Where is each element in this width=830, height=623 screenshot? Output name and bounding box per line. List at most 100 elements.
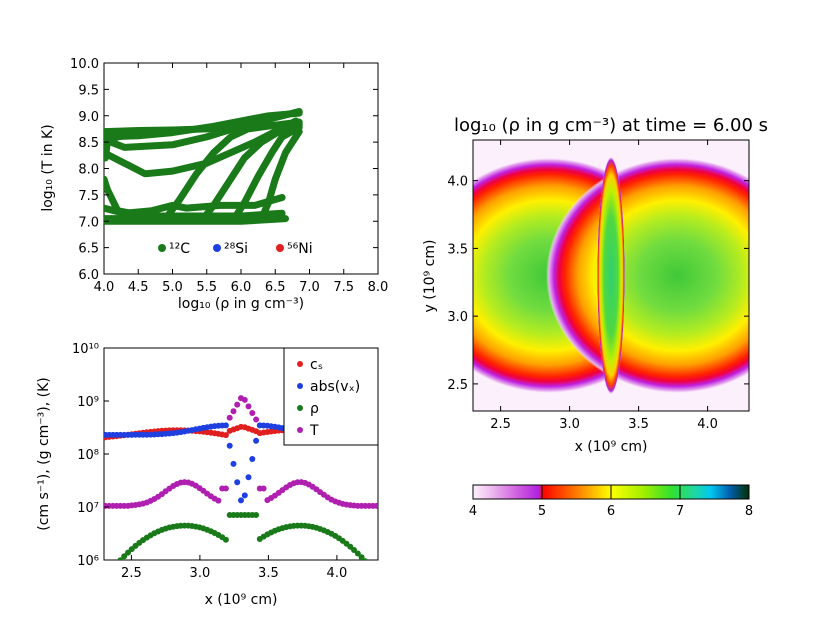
map-axes-frame (472, 139, 750, 412)
profile-ytick-label: 10⁶ (77, 554, 99, 569)
profile-point (362, 558, 369, 560)
profile-point (260, 485, 267, 492)
tr-ytick-label: 6.0 (78, 268, 99, 283)
map-xlabel: x (10⁹ cm) (575, 439, 648, 455)
colorbar-tick-label: 5 (538, 504, 546, 519)
legend-t-marker (297, 427, 303, 433)
tr-xtick-label: 6.5 (265, 280, 286, 295)
profile-point (114, 561, 120, 567)
profile-point (351, 547, 357, 553)
profile-ytick-label: 10⁷ (77, 501, 99, 516)
map-xtick-label: 4.0 (697, 417, 718, 432)
profile-point (253, 416, 260, 423)
map-title: log₁₀ (ρ in g cm⁻³) at time = 6.00 s (454, 115, 768, 136)
legend-cs-label: cₛ (310, 357, 323, 373)
map-ylabel: y (10⁹ cm) (422, 240, 438, 313)
map-ytick-label: 4.0 (447, 175, 468, 190)
profile-xlabel: x (10⁹ cm) (205, 592, 278, 608)
profile-point (234, 479, 241, 486)
profile-point (230, 408, 237, 415)
profile-point (238, 497, 244, 504)
colorbar-tick-label: 8 (745, 504, 753, 519)
colorbar: 4 5 6 7 8 (469, 484, 753, 519)
tr-xtick-label: 7.0 (299, 280, 320, 295)
tr-xtick-label: 7.5 (333, 280, 354, 295)
profile-point (226, 414, 233, 421)
tr-ytick-label: 8.0 (78, 163, 99, 178)
profile-point (354, 550, 361, 557)
tr-track-8 (162, 118, 303, 223)
profile-point (222, 432, 229, 439)
profile-point (222, 485, 229, 492)
tr-ytick-label: 10.0 (70, 57, 99, 72)
shock-region (597, 156, 625, 395)
tr-xtick-label: 5.0 (162, 280, 183, 295)
tr-ytick-label: 9.0 (78, 110, 99, 125)
tr-xtick-label: 4.5 (128, 280, 149, 295)
tr-xlabel: log₁₀ (ρ in g cm⁻³) (178, 296, 304, 312)
profile-point (373, 502, 378, 509)
profile-xtick-label: 4.0 (327, 566, 348, 581)
legend-si28-marker (213, 244, 221, 252)
profile-ylabel: (cm s⁻¹), (g cm⁻³), (K) (36, 377, 52, 531)
profile-xtick-label: 3.5 (258, 566, 279, 581)
legend-t-label: T (309, 423, 319, 439)
tr-xtick-label: 6.0 (231, 280, 252, 295)
profile-ytick-label: 10⁸ (77, 448, 99, 463)
tr-track-10 (230, 123, 303, 223)
profile-point (215, 497, 222, 504)
profile-legend: cₛ abs(vₓ) ρ T (283, 347, 379, 446)
tr-xtick-label: 8.0 (368, 280, 389, 295)
profile-point (245, 474, 252, 481)
profile-point (121, 553, 128, 560)
profile-point (249, 410, 256, 416)
profile-point (222, 422, 229, 429)
tr-ytick-label: 7.0 (78, 215, 99, 230)
tr-track-4 (104, 117, 300, 178)
tr-ytick-label: 8.5 (78, 136, 99, 151)
density-map: log₁₀ (ρ in g cm⁻³) at time = 6.00 s 2.5… (422, 115, 768, 519)
profile-point (253, 512, 260, 518)
legend-ni56-marker (276, 244, 284, 252)
profile-xtick-label: 3.0 (190, 566, 211, 581)
profile-point (234, 401, 241, 408)
tr-ytick-label: 7.5 (78, 189, 99, 204)
legend-rho-marker (297, 405, 303, 411)
colorbar-tick-label: 6 (607, 504, 615, 519)
density-blob-1 (546, 157, 749, 394)
profile-xtick-label: 2.5 (121, 566, 142, 581)
profile-point (245, 403, 252, 410)
tr-ytick-label: 9.5 (78, 83, 99, 98)
profile-ytick-label: 10⁹ (77, 395, 99, 410)
profile-point (222, 536, 229, 543)
legend-vx-marker (297, 383, 303, 389)
legend-vx-label: abs(vₓ) (310, 379, 360, 395)
tr-xtick-label: 4.0 (94, 280, 115, 295)
map-ytick-label: 2.5 (447, 378, 468, 393)
tr-track-9 (199, 121, 303, 223)
profile-point (226, 442, 233, 449)
map-xtick-label: 2.5 (490, 417, 511, 432)
tr-track-3 (104, 175, 176, 220)
legend-ni56-label: ⁵⁶Ni (287, 241, 313, 257)
colorbar-tick-label: 7 (676, 504, 684, 519)
tr-plot: 4.0 4.5 5.0 5.5 6.0 6.5 7.0 7.5 8.0 6.0 6.5 7.0 7.5 8… (40, 57, 388, 312)
legend-rho-label: ρ (310, 401, 319, 417)
tr-legend: ¹²C ²⁸Si ⁵⁶Ni (158, 241, 313, 257)
profile-point (358, 554, 365, 560)
map-ytick-label: 3.5 (447, 242, 468, 257)
tr-ylabel: log₁₀ (T in K) (40, 124, 56, 211)
profile-point (241, 396, 248, 403)
tr-track-13 (104, 128, 113, 162)
profile-point (230, 460, 237, 467)
profile-plot: 2.5 3.0 3.5 4.0 10⁶ 10⁷ 10⁸ 10⁹ 10¹⁰ cₛ abs(vₓ) … (36, 342, 379, 608)
colorbar-tick-label: 4 (469, 504, 477, 519)
profile-point (249, 456, 256, 462)
legend-c12-marker (158, 244, 166, 252)
map-xtick-label: 3.5 (628, 417, 649, 432)
profile-point (241, 492, 248, 499)
tr-track-11 (258, 128, 303, 223)
legend-cs-marker (297, 361, 303, 367)
legend-c12-label: ¹²C (169, 241, 190, 257)
